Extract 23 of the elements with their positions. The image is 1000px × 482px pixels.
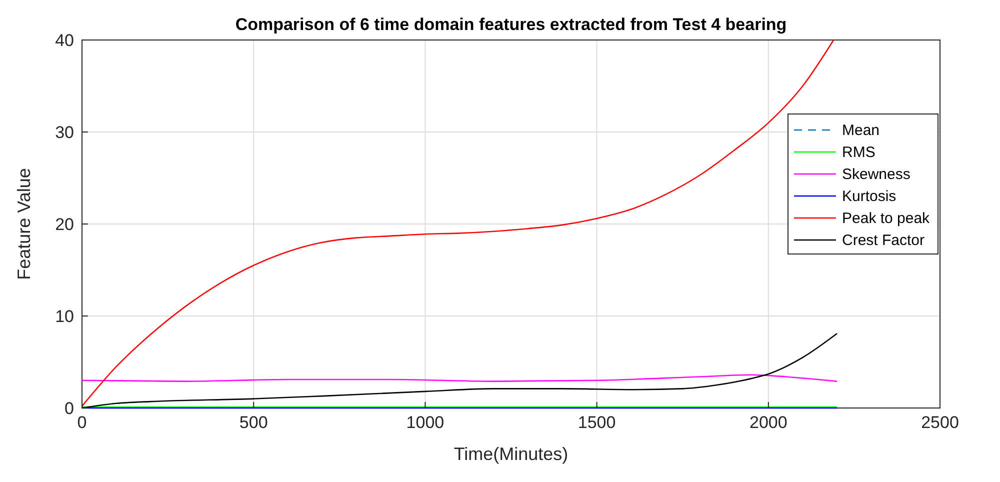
y-tick-label: 40 bbox=[55, 31, 74, 50]
y-tick-label: 0 bbox=[64, 399, 74, 418]
legend-label: Mean bbox=[842, 122, 880, 139]
legend-label: RMS bbox=[842, 144, 876, 161]
chart-title: Comparison of 6 time domain features extracted from Test 4 bearing bbox=[235, 15, 787, 34]
y-tick-label: 20 bbox=[55, 215, 74, 234]
x-tick-label: 2000 bbox=[749, 413, 788, 432]
legend-label: Peak to peak bbox=[842, 210, 930, 227]
x-tick-label: 2500 bbox=[921, 413, 959, 432]
line-series bbox=[81, 39, 834, 407]
x-tick-label: 500 bbox=[239, 413, 268, 432]
legend-label: Crest Factor bbox=[842, 232, 925, 249]
x-tick-label: 1500 bbox=[578, 413, 616, 432]
y-tick-label: 10 bbox=[55, 307, 74, 326]
y-axis-title: Feature Value bbox=[14, 168, 34, 280]
x-axis-title: Time(Minutes) bbox=[454, 444, 568, 464]
x-tick-label: 1000 bbox=[406, 413, 444, 432]
line-series bbox=[81, 332, 838, 409]
legend-label: Skewness bbox=[842, 166, 910, 183]
legend-label: Kurtosis bbox=[842, 188, 896, 205]
y-tick-label: 30 bbox=[55, 123, 74, 142]
line-series bbox=[81, 374, 838, 382]
x-tick-label: 0 bbox=[77, 413, 87, 432]
